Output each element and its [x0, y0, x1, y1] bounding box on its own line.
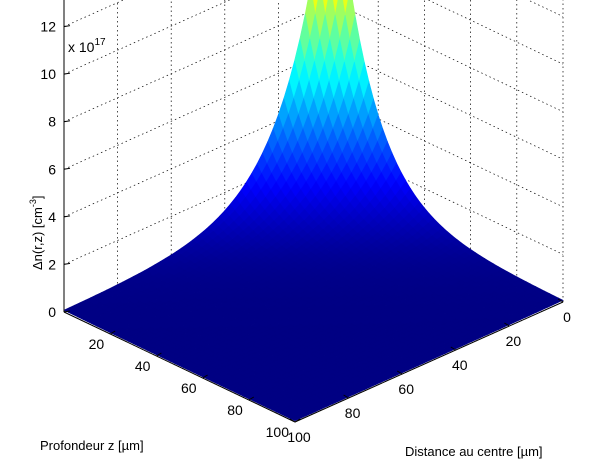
y-axis-line	[63, 311, 296, 423]
x-tick-mark	[504, 322, 510, 327]
y-tick-mark	[294, 418, 301, 423]
y-axis-label: Profondeur z [µm]	[40, 438, 144, 453]
z-tick-label: 4	[48, 209, 56, 225]
z-exponent-label: x 1017	[68, 37, 106, 55]
x-tick-mark	[557, 298, 564, 303]
surface-face	[289, 415, 302, 422]
y-tick-label: 100	[266, 424, 290, 440]
x-tick-label: 80	[345, 405, 361, 421]
z-axis-label: Δn(r,z) [cm-3]	[28, 196, 45, 271]
y-tick-label: 80	[227, 402, 243, 418]
x-tick-label: 100	[287, 429, 311, 445]
z-gridline	[63, 0, 564, 75]
y-tick-label: 20	[89, 336, 105, 352]
x-axis-label: Distance au centre [µm]	[405, 444, 543, 459]
x-tick-label: 40	[452, 357, 468, 373]
z-tick-label: 10	[40, 66, 56, 82]
tick-labels: 0246810121420406080100020406080100	[40, 19, 571, 445]
z-tick-mark	[63, 167, 71, 170]
x-tick-mark	[289, 418, 296, 423]
y-tick-label: 40	[135, 358, 151, 374]
x-tick-mark	[396, 370, 403, 375]
x-tick-label: 0	[563, 309, 571, 325]
x-tick-label: 60	[398, 381, 414, 397]
x-tick-label: 20	[506, 333, 522, 349]
y-tick-mark	[248, 396, 255, 401]
y-tick-mark	[109, 330, 116, 335]
axes	[63, 0, 564, 423]
x-axis-line	[294, 301, 564, 423]
z-tick-mark	[63, 120, 71, 123]
z-tick-mark	[63, 310, 71, 313]
y-tick-mark	[202, 374, 208, 379]
surface-mesh	[63, 0, 564, 422]
z-tick-label: 6	[48, 161, 56, 177]
x-tick-mark	[450, 346, 457, 351]
z-tick-mark	[63, 25, 71, 28]
y-tick-label: 60	[181, 380, 197, 396]
z-tick-label: 8	[48, 114, 56, 130]
z-tick-mark	[63, 215, 71, 218]
x-tick-mark	[343, 394, 349, 399]
z-tick-label: 0	[48, 304, 56, 320]
z-tick-mark	[63, 262, 71, 265]
z-tick-label: 12	[40, 19, 56, 35]
z-tick-label: 2	[48, 256, 56, 272]
y-tick-mark	[156, 352, 162, 357]
z-tick-mark	[63, 72, 71, 75]
